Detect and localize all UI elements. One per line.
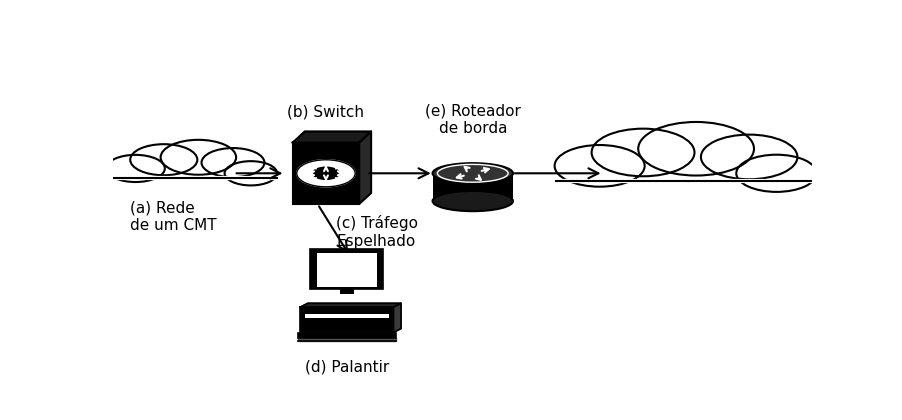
Polygon shape [393,303,401,332]
Bar [310,249,383,289]
Ellipse shape [433,163,513,184]
FancyBboxPatch shape [557,168,816,186]
Circle shape [555,145,645,186]
Text: Internet: Internet [642,161,708,179]
FancyBboxPatch shape [107,170,277,182]
Circle shape [736,155,816,192]
Text: (e) Roteador
de borda: (e) Roteador de borda [425,104,520,136]
Circle shape [130,144,198,175]
Bar [317,253,377,286]
Bar [298,333,396,338]
FancyBboxPatch shape [433,173,513,201]
Ellipse shape [433,191,513,211]
Text: (b) Switch: (b) Switch [288,105,364,120]
Polygon shape [293,131,371,142]
Circle shape [161,140,236,175]
Polygon shape [359,131,371,204]
Text: (d) Palantir: (d) Palantir [305,359,389,374]
Bar [300,307,393,332]
Circle shape [297,160,355,187]
Bar [305,314,389,318]
Circle shape [225,161,277,185]
Text: (c) Tráfego
Espelhado: (c) Tráfego Espelhado [336,215,419,249]
Circle shape [701,135,797,179]
Circle shape [592,129,695,176]
Bar [340,289,354,294]
Polygon shape [298,338,396,341]
Circle shape [106,155,165,182]
Polygon shape [300,303,401,307]
Bar [293,142,359,204]
Circle shape [201,148,264,177]
Circle shape [313,167,339,179]
Text: (a) Rede
de um CMT: (a) Rede de um CMT [130,201,216,233]
Circle shape [639,122,754,176]
